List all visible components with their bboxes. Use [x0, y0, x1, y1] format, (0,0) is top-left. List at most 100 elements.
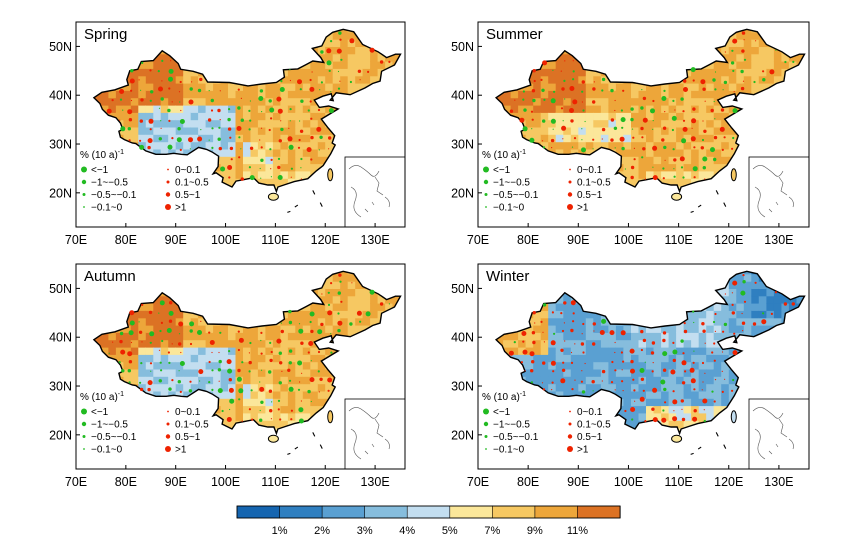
colorbar-swatch	[491, 505, 536, 519]
negative-trend-dot	[620, 117, 626, 123]
negative-trend-dot	[179, 361, 185, 366]
positive-trend-dot	[388, 60, 391, 64]
x-tick-label: 100E	[211, 475, 240, 489]
y-tick-label: 30N	[49, 138, 72, 152]
legend-positive-dot	[166, 180, 170, 184]
positive-trend-dot	[147, 138, 153, 144]
negative-trend-dot	[672, 148, 675, 151]
positive-trend-dot	[359, 79, 361, 81]
negative-trend-dot	[513, 341, 516, 344]
colorbar-label: 1%	[272, 525, 288, 537]
positive-trend-dot	[171, 101, 173, 103]
legend-unit-text: % (10 a)	[482, 150, 520, 161]
positive-trend-dot	[147, 387, 151, 392]
negative-trend-dot	[710, 147, 715, 153]
positive-trend-dot	[624, 409, 627, 413]
negative-trend-dot	[119, 331, 124, 336]
negative-trend-dot	[327, 303, 331, 306]
positive-trend-dot	[327, 377, 333, 383]
positive-trend-dot	[572, 312, 575, 315]
positive-trend-dot	[237, 368, 241, 373]
positive-trend-dot	[630, 165, 635, 170]
negative-trend-dot	[227, 368, 233, 374]
negative-trend-dot	[775, 49, 777, 51]
positive-trend-dot	[652, 387, 658, 393]
positive-trend-dot	[316, 126, 322, 132]
negative-trend-dot	[584, 120, 586, 123]
negative-trend-dot	[714, 71, 717, 73]
negative-trend-dot	[581, 390, 586, 394]
colorbar-frame	[236, 505, 621, 519]
y-tick-label: 20N	[451, 428, 474, 442]
positive-trend-dot	[321, 293, 323, 295]
positive-trend-dot	[693, 409, 697, 413]
panel-title: Winter	[486, 268, 529, 285]
positive-trend-dot	[551, 389, 553, 391]
positive-trend-dot	[593, 81, 595, 83]
negative-trend-dot	[319, 89, 321, 91]
positive-trend-dot	[622, 390, 624, 392]
positive-trend-dot	[237, 88, 240, 91]
positive-trend-dot	[318, 391, 320, 393]
positive-trend-dot	[260, 146, 263, 149]
positive-trend-dot	[632, 136, 635, 139]
positive-trend-dot	[522, 349, 528, 355]
negative-trend-dot	[732, 69, 735, 72]
negative-trend-dot	[300, 157, 303, 161]
negative-trend-dot	[150, 90, 154, 94]
station-dots	[508, 274, 795, 423]
positive-trend-dot	[682, 119, 686, 122]
positive-trend-dot	[724, 293, 727, 295]
positive-trend-dot	[742, 274, 745, 277]
legend-unit-exponent: -1	[118, 391, 124, 398]
station-dots	[509, 31, 795, 181]
legend-negative-dot	[483, 421, 489, 427]
y-tick-label: 40N	[451, 331, 474, 345]
positive-trend-dot	[238, 156, 241, 159]
legend-negative-label: <−1	[493, 407, 511, 418]
negative-trend-dot	[330, 91, 332, 93]
positive-trend-dot	[574, 343, 576, 345]
negative-trend-dot	[652, 128, 654, 130]
negative-trend-dot	[290, 167, 293, 170]
negative-trend-dot	[692, 166, 698, 172]
negative-trend-dot	[280, 322, 282, 324]
positive-trend-dot	[277, 408, 280, 411]
positive-trend-dot	[330, 282, 333, 285]
positive-trend-dot	[723, 136, 726, 139]
panel-title: Summer	[486, 26, 543, 43]
negative-trend-dot	[652, 166, 654, 168]
negative-trend-dot	[631, 418, 634, 421]
negative-trend-dot	[249, 175, 255, 181]
legend-positive-dot	[165, 434, 171, 439]
positive-trend-dot	[571, 388, 574, 391]
legend-unit: % (10 a)-1	[482, 391, 526, 403]
positive-trend-dot	[148, 118, 154, 124]
panel-winter: Winter 70E 80E 90E 100E 110E 120E 130E 50N 40N 30N…	[451, 263, 810, 489]
positive-trend-dot	[236, 126, 242, 131]
negative-trend-dot	[271, 401, 273, 403]
positive-trend-dot	[630, 175, 634, 180]
negative-trend-dot	[149, 331, 155, 337]
negative-trend-dot	[740, 290, 746, 296]
colorbar-label: 3%	[357, 525, 373, 537]
positive-trend-dot	[529, 351, 535, 357]
positive-trend-dot	[248, 360, 252, 365]
positive-trend-dot	[179, 390, 182, 393]
positive-trend-dot	[128, 139, 131, 142]
negative-trend-dot	[672, 349, 678, 355]
positive-trend-dot	[189, 380, 192, 383]
negative-trend-dot	[229, 398, 235, 404]
negative-trend-dot	[613, 126, 618, 130]
negative-trend-dot	[712, 78, 716, 82]
positive-trend-dot	[317, 350, 321, 354]
negative-trend-dot	[317, 329, 323, 335]
negative-trend-dot	[529, 137, 535, 143]
legend-positive-label: 0.5~1	[175, 432, 201, 443]
negative-trend-dot	[663, 145, 667, 150]
positive-trend-dot	[277, 108, 283, 114]
negative-trend-dot	[630, 117, 634, 122]
boundary-dashes	[287, 432, 323, 455]
positive-trend-dot	[664, 401, 667, 404]
positive-trend-dot	[570, 328, 574, 333]
